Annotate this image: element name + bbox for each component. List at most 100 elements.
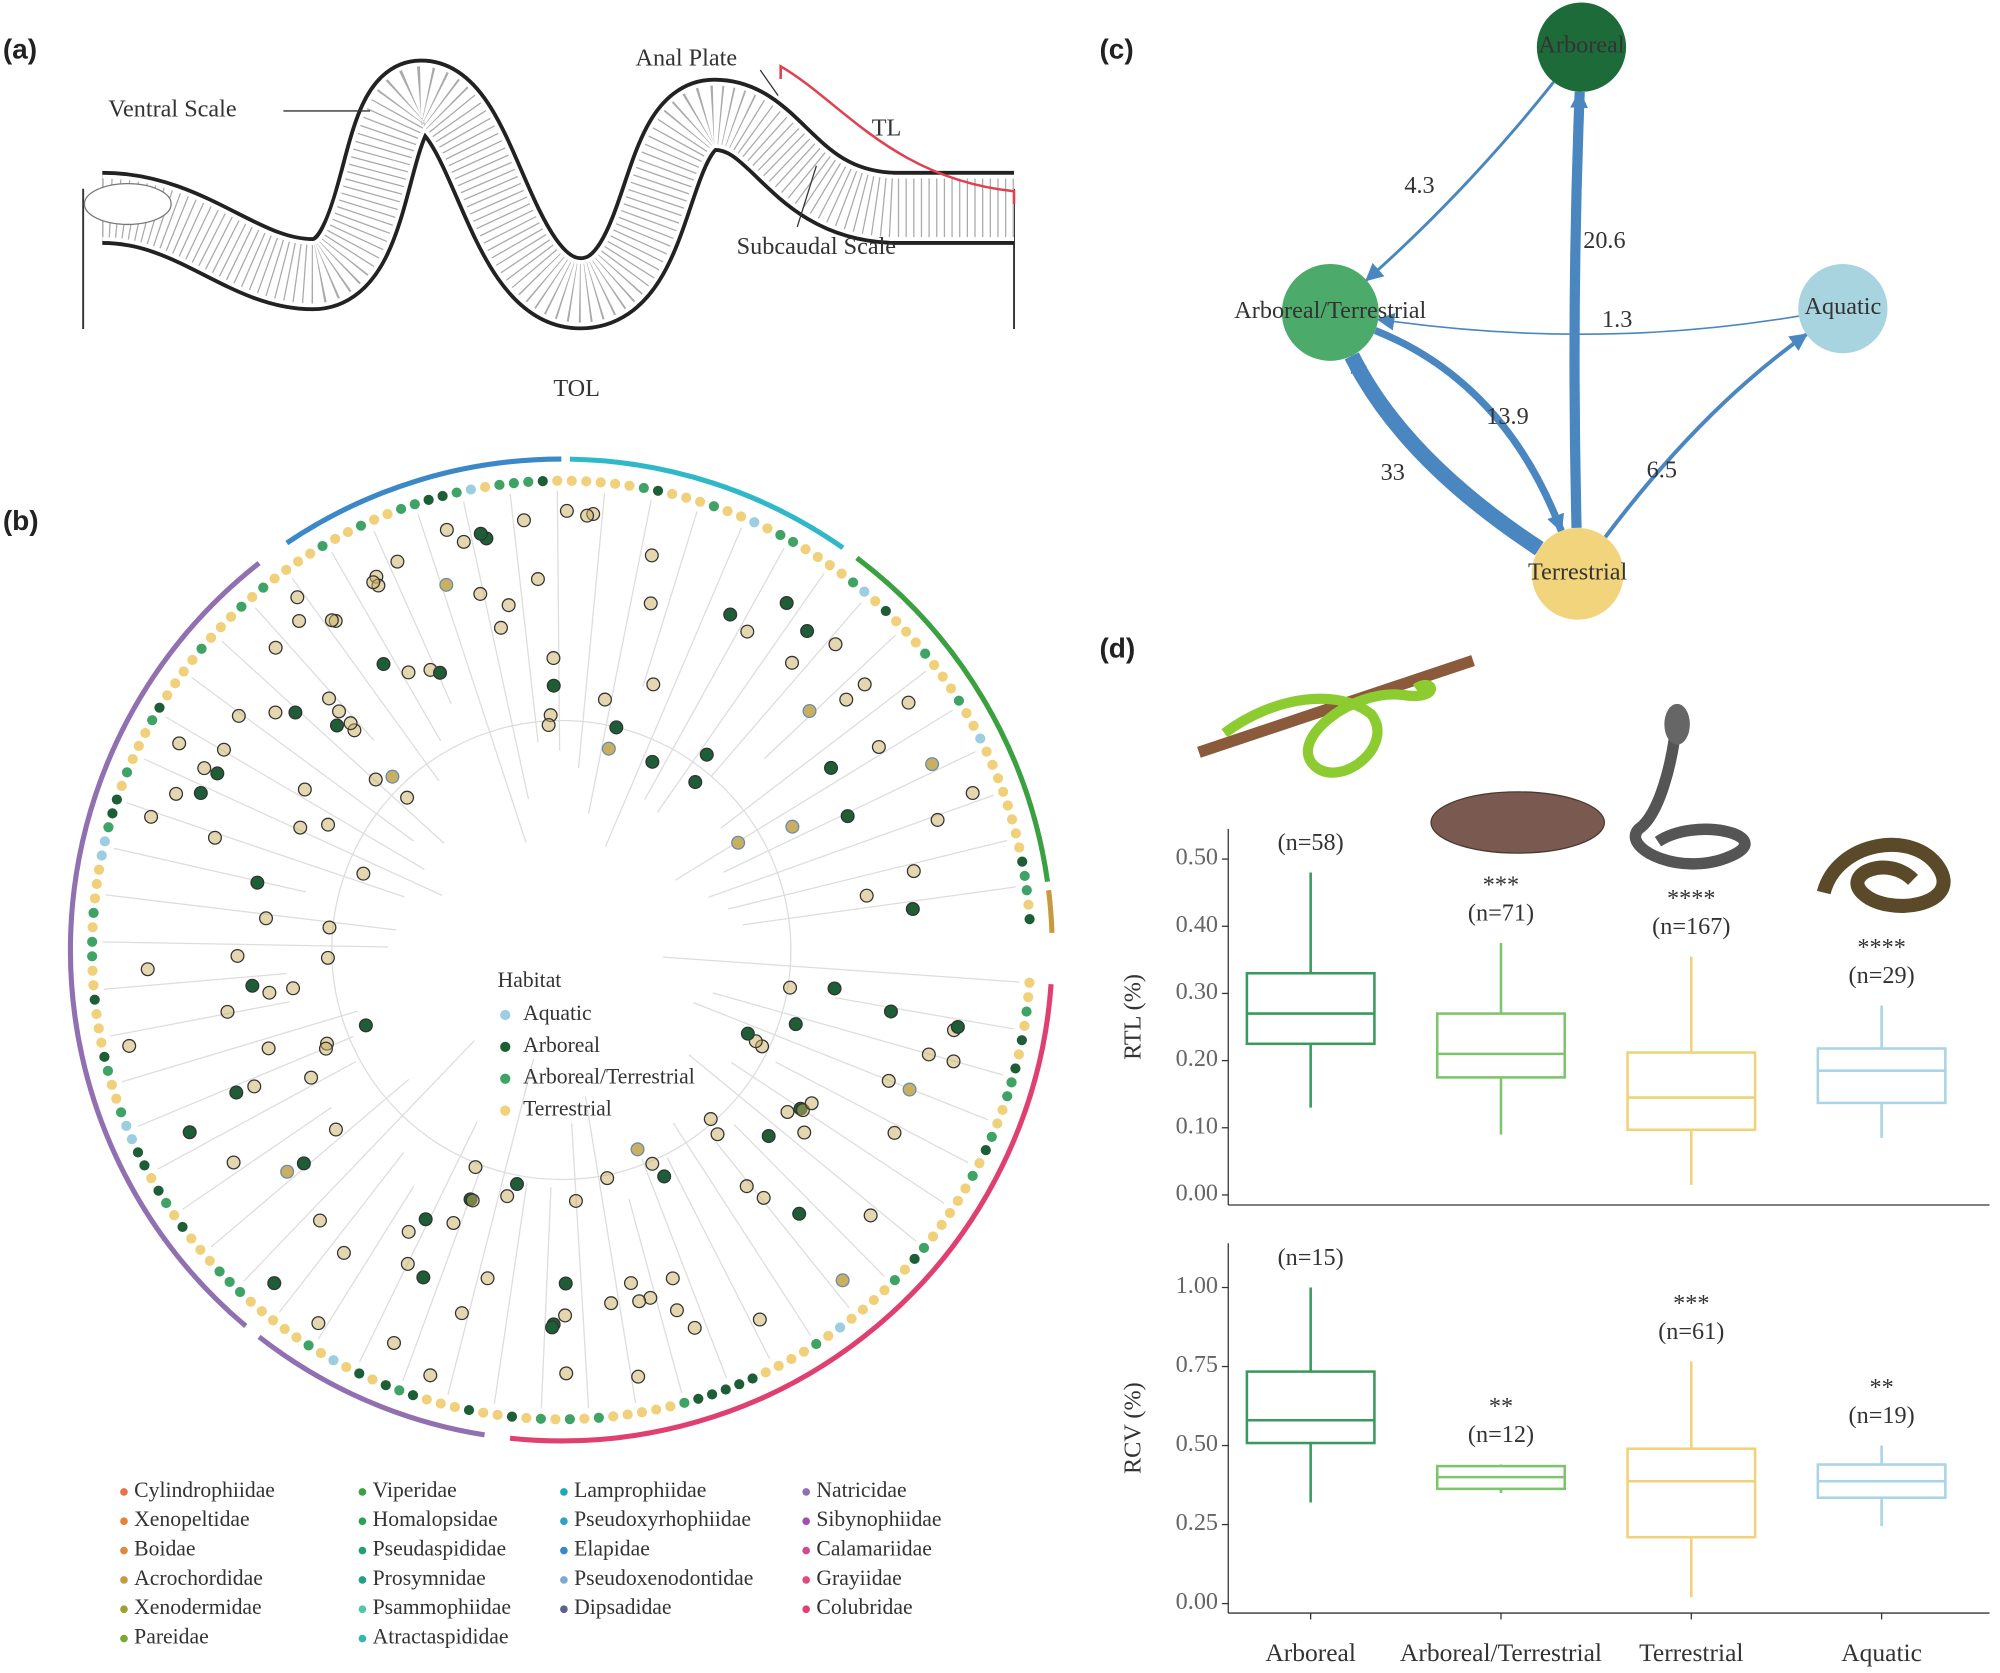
tip-dot	[998, 786, 1009, 797]
tip-dot	[382, 509, 393, 520]
node-dot	[468, 1160, 483, 1175]
tip-dot	[945, 683, 957, 694]
branch	[137, 1035, 354, 1127]
significance: ****	[1667, 885, 1715, 912]
panel-label: (a)	[3, 33, 37, 64]
branch	[191, 677, 414, 842]
tip-dot	[245, 1296, 256, 1307]
tip-dot	[974, 1157, 985, 1169]
diagram-label: Ventral Scale	[108, 96, 236, 123]
snake-diagram: Ventral Scale Anal Plate TL Subcaudal Sc…	[82, 44, 1016, 402]
node-dot	[546, 651, 561, 666]
tip-dot	[579, 1413, 590, 1424]
tip-dot	[880, 605, 891, 617]
node-dot	[230, 948, 245, 963]
tip-dot	[463, 1404, 475, 1416]
node-dot	[368, 772, 383, 787]
tip-dot	[859, 586, 870, 597]
node-dot	[631, 1369, 646, 1384]
tip-dot	[981, 746, 992, 757]
node-dot	[261, 1041, 276, 1056]
node-dot	[827, 981, 842, 996]
tip-dot	[980, 1144, 991, 1156]
node-dot	[857, 677, 872, 692]
branch	[540, 1187, 552, 1409]
node-dot	[859, 888, 874, 903]
tip-dot	[787, 536, 799, 548]
y-tick-label: 0.00	[1176, 1180, 1218, 1207]
tip-dot	[1017, 856, 1028, 867]
node-dot	[756, 1190, 771, 1205]
tip-dot	[87, 922, 98, 933]
node-dot	[699, 747, 714, 762]
node-dot	[558, 1276, 573, 1291]
legend-label: Pseudoxenodontidae	[574, 1566, 753, 1590]
tip-dot	[494, 479, 505, 490]
node-dot	[839, 692, 854, 707]
tip-dot	[1023, 992, 1034, 1003]
node-dot	[687, 1320, 702, 1335]
tip-dot	[291, 1332, 302, 1343]
x-tick-label: Terrestrial	[1639, 1638, 1743, 1667]
tip-dot	[103, 822, 114, 833]
tip-dot	[889, 1275, 900, 1286]
tip-dot	[303, 1340, 314, 1351]
node-dot	[665, 1271, 680, 1286]
node-dot	[250, 875, 265, 890]
node-dot	[433, 665, 448, 680]
tip-dot	[987, 759, 998, 770]
legend-label: Arboreal	[523, 1033, 600, 1057]
branch	[417, 513, 527, 843]
node-dot	[541, 718, 556, 733]
tip-dot	[1024, 977, 1035, 988]
legend-swatch	[560, 1488, 568, 1496]
node-dot	[930, 812, 945, 827]
edge-label: 33	[1381, 459, 1405, 486]
legend-swatch	[560, 1546, 568, 1555]
tip-dot	[566, 475, 577, 486]
y-tick-label: 0.30	[1176, 978, 1218, 1005]
legend-swatch	[120, 1605, 128, 1614]
branch	[331, 552, 442, 742]
tip-dot	[258, 582, 269, 593]
legend-label: Prosymnidae	[373, 1566, 486, 1590]
tip-dot	[449, 1401, 460, 1413]
tip-dot	[550, 1414, 561, 1425]
legend-label: Dipsadidae	[574, 1595, 671, 1619]
branch	[509, 493, 539, 743]
branch	[493, 1182, 528, 1405]
node-dot	[785, 819, 800, 834]
node-dot	[286, 981, 301, 996]
node-dot	[473, 526, 488, 541]
panel-label: (d)	[1099, 633, 1135, 664]
legend-swatch	[500, 1073, 511, 1084]
node-dot	[965, 786, 980, 801]
node-dot	[921, 1047, 936, 1062]
tip-dot	[247, 591, 258, 603]
tip-dot	[1014, 842, 1025, 853]
tip-dot	[87, 951, 98, 962]
tip-dot	[394, 1385, 405, 1396]
edge	[1376, 312, 1800, 336]
tip-dot	[937, 671, 948, 682]
node-dot	[229, 1085, 244, 1100]
node-dot	[172, 736, 187, 751]
legend-swatch	[802, 1605, 811, 1614]
diagram-label: TL	[872, 115, 902, 142]
n-label: (n=61)	[1658, 1318, 1724, 1345]
tip-dot	[735, 511, 747, 522]
node-dot	[950, 1019, 965, 1034]
branch	[727, 839, 1008, 910]
node-dot	[800, 624, 815, 639]
node-dot	[516, 513, 531, 528]
tip-dot	[196, 643, 207, 654]
node-dot	[797, 1125, 812, 1140]
tip-dot	[214, 1266, 225, 1277]
n-label: (n=58)	[1278, 829, 1344, 856]
tip-dot	[99, 836, 110, 847]
node-dot	[783, 980, 798, 995]
tip-dot	[205, 632, 217, 643]
tip-dot	[132, 1147, 144, 1158]
y-tick-label: 0.25	[1176, 1509, 1218, 1536]
node-dot	[231, 708, 246, 723]
